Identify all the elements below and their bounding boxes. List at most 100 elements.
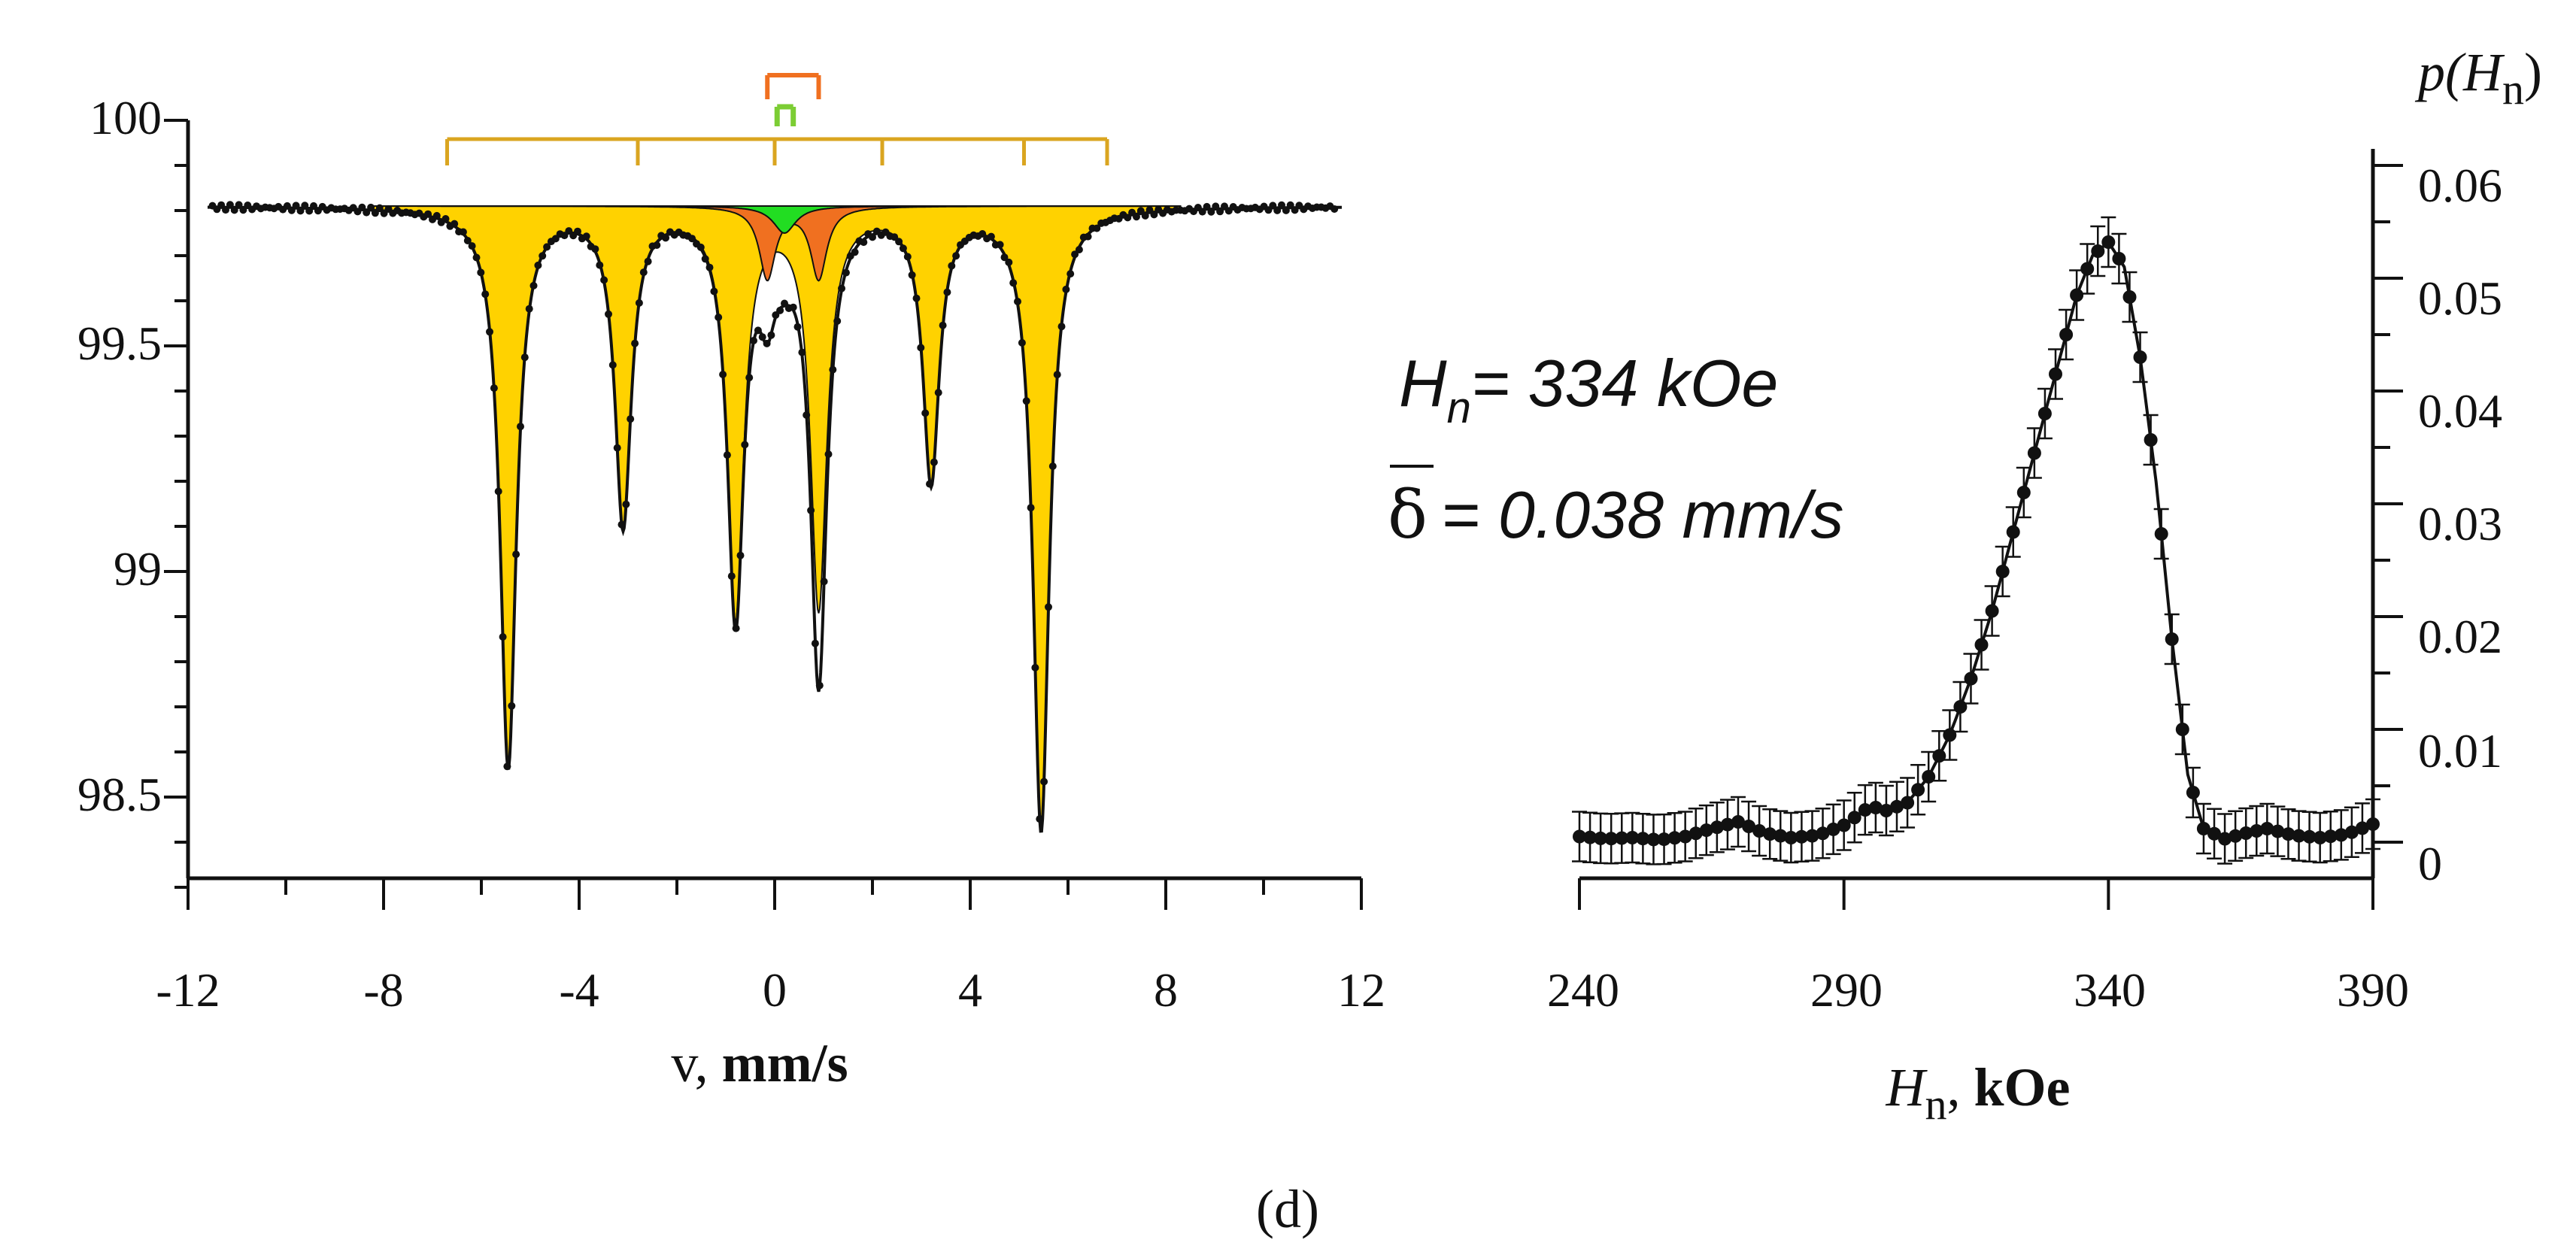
data-point [451, 220, 459, 228]
right-ytick-label: 0.05 [2418, 271, 2502, 325]
data-point [230, 206, 238, 214]
data-point [600, 276, 608, 284]
data-point [798, 348, 806, 356]
distribution-point [1710, 820, 1724, 835]
data-point [829, 365, 837, 374]
data-point [732, 624, 740, 632]
distribution-point [2059, 328, 2074, 341]
data-point [1067, 270, 1075, 278]
data-point [596, 261, 604, 269]
data-point [432, 211, 441, 220]
data-point [529, 281, 538, 289]
left-chart: -12 -8 -4 0 4 8 12 100 99.5 99 98.5 v, m… [77, 73, 1385, 1093]
data-point [605, 310, 612, 318]
data-point [525, 305, 533, 313]
data-point [539, 252, 547, 260]
data-point [1269, 202, 1277, 210]
distribution-point [1773, 829, 1788, 843]
data-point [1062, 285, 1070, 293]
left-x-ticks [187, 878, 1363, 910]
data-point [591, 245, 599, 253]
data-point [582, 232, 590, 241]
data-point [996, 241, 1004, 249]
right-ytick-label: 0.06 [2418, 159, 2502, 212]
distribution-point [1784, 831, 1798, 844]
data-point [363, 208, 371, 217]
data-point [1022, 397, 1030, 405]
right-x-axis-unit: kOe [1974, 1057, 2070, 1117]
distribution-point [1868, 801, 1883, 814]
distribution-point [1625, 831, 1640, 844]
left-y-ticks [164, 119, 188, 889]
data-point [287, 206, 296, 214]
left-xtick-label: -8 [363, 963, 403, 1017]
data-point [987, 232, 995, 241]
right-ytick-label: 0.01 [2418, 724, 2502, 778]
distribution-point [1667, 831, 1682, 845]
data-point [1330, 205, 1339, 213]
data-point [903, 253, 912, 261]
subspectra-fills [368, 205, 1182, 832]
data-point [301, 202, 309, 210]
data-point [239, 206, 247, 214]
data-point [463, 237, 472, 244]
distribution-point [1689, 826, 1703, 841]
data-point [793, 323, 802, 331]
distribution-point [1795, 829, 1809, 844]
data-point [543, 243, 551, 251]
data-point [952, 252, 960, 260]
data-point [979, 230, 987, 238]
data-point [851, 248, 859, 256]
right-y-label-post: ) [2524, 42, 2542, 102]
right-xtick-label: 240 [1547, 963, 1619, 1017]
distribution-point [1858, 803, 1872, 817]
distribution-point [2271, 824, 2285, 838]
distribution-point [2355, 821, 2369, 835]
left-ytick-label: 99 [114, 542, 162, 596]
data-point [1048, 462, 1057, 470]
data-point [1124, 214, 1132, 222]
data-point [1027, 504, 1035, 512]
data-point [807, 506, 815, 514]
data-point [226, 201, 234, 209]
distribution-point [1699, 823, 1713, 838]
distribution-point [1752, 824, 1767, 838]
right-y-label-sub: n [2502, 65, 2524, 114]
right-y-ticks [2373, 164, 2403, 844]
data-point [781, 299, 788, 308]
data-point [723, 451, 731, 459]
distribution-point [2006, 525, 2020, 539]
data-point [1075, 246, 1083, 253]
data-point [635, 299, 643, 307]
distribution-point [2260, 822, 2274, 835]
right-y-axis-title: p(Hn) [2414, 42, 2542, 114]
right-ytick-label: 0.04 [2418, 384, 2502, 438]
distribution-point [1657, 832, 1671, 847]
distribution-point [2207, 826, 2221, 841]
distribution-point [2037, 407, 2052, 420]
data-point [1014, 298, 1021, 305]
data-point [472, 253, 481, 262]
right-xtick-label: 390 [2337, 963, 2409, 1017]
right-x-axis-var: H [1885, 1057, 1928, 1117]
data-point [908, 271, 916, 279]
data-point [517, 423, 524, 431]
delta-annotation: δ = 0.038 mm/s [1388, 476, 1844, 553]
distribution-point [1911, 783, 1925, 797]
data-point [715, 314, 723, 321]
data-point [494, 487, 502, 496]
distribution-point [2323, 829, 2338, 844]
distribution-point [1974, 638, 1989, 652]
data-point [763, 339, 771, 347]
data-point [441, 215, 450, 223]
data-point [459, 228, 467, 236]
right-xtick-label: 290 [1810, 963, 1883, 1017]
data-point [719, 371, 727, 378]
data-point [895, 238, 903, 246]
hn-value: = 334 kOe [1471, 346, 1779, 420]
left-x-axis-title: v, mm/s [671, 1033, 848, 1093]
right-xtick-label: 340 [2074, 963, 2146, 1017]
data-point [217, 201, 226, 209]
delta-symbol: δ [1388, 476, 1428, 553]
distribution-point [2313, 831, 2327, 844]
